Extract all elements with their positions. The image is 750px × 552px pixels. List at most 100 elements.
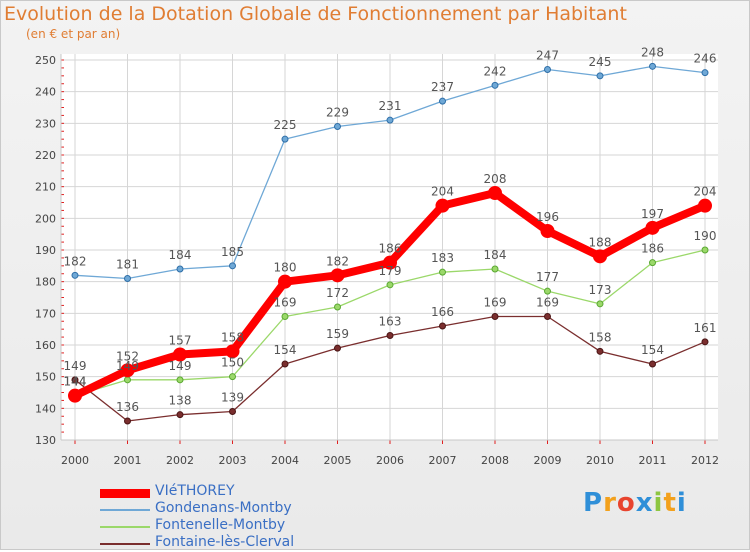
data-point — [120, 363, 135, 378]
data-label: 149 — [64, 359, 87, 373]
data-point — [596, 300, 604, 308]
data-label: 136 — [116, 400, 139, 414]
data-point — [701, 246, 709, 254]
data-label: 173 — [589, 283, 612, 297]
x-tick-label: 2012 — [691, 454, 719, 467]
data-label: 204 — [431, 185, 454, 199]
data-point — [544, 287, 551, 295]
data-label: 150 — [221, 356, 244, 370]
data-label: 204 — [694, 185, 717, 199]
x-tick-label: 2002 — [166, 454, 194, 467]
data-point — [544, 66, 551, 73]
data-label: 172 — [326, 286, 349, 300]
legend-swatch — [100, 488, 150, 498]
data-label: 154 — [274, 343, 297, 357]
data-label: 158 — [589, 330, 612, 344]
data-point — [71, 376, 79, 384]
y-tick-label: 250 — [35, 54, 56, 67]
x-tick-label: 2003 — [219, 454, 247, 467]
data-point — [383, 255, 397, 270]
data-label: 248 — [641, 45, 664, 59]
logo-letter: x — [635, 488, 654, 518]
data-label: 159 — [326, 327, 349, 341]
data-label: 183 — [431, 251, 454, 265]
x-tick-label: 2010 — [586, 454, 614, 467]
data-point — [176, 376, 184, 384]
data-point — [435, 198, 450, 213]
data-point — [439, 268, 446, 276]
data-label: 197 — [641, 207, 664, 221]
data-point — [334, 344, 341, 352]
x-tick-label: 2007 — [429, 454, 457, 467]
x-tick-label: 2001 — [114, 454, 142, 467]
data-point — [439, 322, 446, 330]
legend-swatch — [100, 543, 150, 545]
y-tick-label: 160 — [35, 339, 56, 352]
proxiti-logo: Proxiti — [583, 488, 687, 518]
logo-letter: i — [676, 488, 687, 518]
data-label: 196 — [536, 210, 559, 224]
data-point — [229, 373, 236, 381]
data-point — [649, 360, 656, 368]
data-label: 186 — [379, 242, 402, 256]
legend-label: Fontenelle-Montby — [155, 517, 286, 533]
y-tick-label: 230 — [35, 117, 56, 130]
legend-swatch — [100, 509, 150, 511]
data-point — [173, 347, 187, 362]
data-label: 190 — [694, 229, 717, 243]
data-label: 231 — [379, 99, 402, 113]
data-point — [491, 265, 499, 273]
data-label: 225 — [274, 118, 297, 132]
data-point — [491, 81, 499, 89]
data-point — [281, 313, 289, 320]
data-label: 242 — [484, 64, 507, 78]
data-point — [649, 259, 656, 267]
data-point — [645, 220, 660, 235]
data-point — [278, 274, 292, 289]
data-label: 144 — [64, 375, 87, 389]
data-point — [386, 281, 394, 289]
data-point — [330, 268, 345, 283]
y-tick-label: 180 — [35, 276, 56, 289]
data-label: 179 — [379, 264, 402, 278]
logo-letter: o — [616, 488, 636, 518]
y-tick-label: 170 — [35, 307, 56, 320]
chart-title: Evolution de la Dotation Globale de Fonc… — [4, 3, 627, 25]
data-point — [124, 376, 131, 384]
data-point — [334, 303, 341, 311]
data-label: 246 — [694, 52, 717, 66]
data-label: 161 — [694, 321, 717, 335]
data-point — [68, 388, 82, 403]
legend-label: Fontaine-lès-Clerval — [155, 534, 295, 550]
data-point — [701, 338, 709, 346]
y-tick-label: 130 — [35, 434, 56, 447]
data-point — [281, 135, 289, 143]
x-tick-label: 2011 — [639, 454, 667, 467]
data-point — [176, 265, 184, 273]
data-label: 166 — [431, 305, 454, 319]
data-point — [540, 224, 555, 238]
x-tick-label: 2008 — [481, 454, 509, 467]
y-tick-label: 150 — [35, 371, 56, 384]
data-point — [229, 408, 236, 415]
data-label: 188 — [589, 235, 612, 249]
y-tick-label: 200 — [35, 212, 56, 225]
data-label: 237 — [431, 80, 454, 94]
x-tick-label: 2004 — [271, 454, 299, 467]
x-tick-label: 2000 — [61, 454, 89, 467]
data-point — [281, 360, 289, 368]
x-tick-label: 2009 — [534, 454, 562, 467]
data-label: 186 — [641, 242, 664, 256]
x-tick-label: 2005 — [324, 454, 352, 467]
data-label: 184 — [169, 248, 192, 262]
data-label: 180 — [274, 261, 297, 275]
data-point — [593, 249, 607, 264]
data-label: 245 — [589, 55, 612, 69]
data-label: 182 — [64, 254, 87, 268]
data-label: 163 — [379, 315, 402, 329]
logo-letter: i — [653, 488, 664, 518]
data-point — [124, 417, 131, 425]
data-point — [386, 116, 394, 124]
logo-letter: P — [583, 488, 604, 518]
